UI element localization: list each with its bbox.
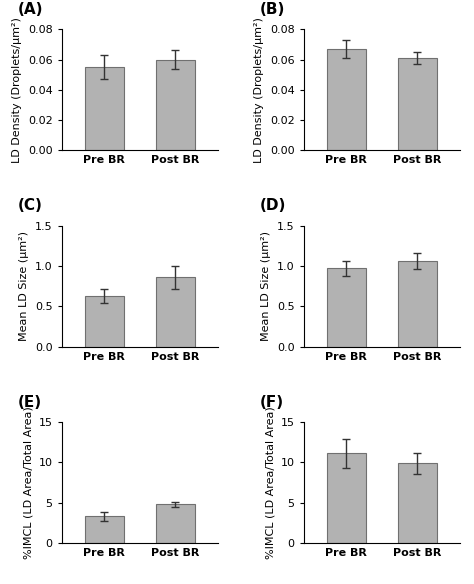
Text: (F): (F) bbox=[260, 395, 284, 410]
Bar bbox=[85, 296, 124, 347]
Y-axis label: Mean LD Size (μm²): Mean LD Size (μm²) bbox=[262, 231, 272, 341]
Bar bbox=[85, 67, 124, 151]
Bar bbox=[398, 463, 437, 543]
Text: (D): (D) bbox=[260, 199, 286, 213]
Text: (E): (E) bbox=[18, 395, 42, 410]
Bar bbox=[327, 49, 366, 151]
Bar bbox=[398, 58, 437, 151]
Bar bbox=[327, 269, 366, 347]
Y-axis label: %IMCL (LD Area/Total Area): %IMCL (LD Area/Total Area) bbox=[23, 406, 33, 559]
Bar bbox=[85, 516, 124, 543]
Y-axis label: LD Density (Droplets/μm²): LD Density (Droplets/μm²) bbox=[255, 17, 264, 163]
Bar bbox=[155, 505, 195, 543]
Text: (C): (C) bbox=[18, 199, 43, 213]
Bar bbox=[155, 277, 195, 347]
Bar bbox=[398, 261, 437, 347]
Y-axis label: Mean LD Size (μm²): Mean LD Size (μm²) bbox=[19, 231, 29, 341]
Text: (A): (A) bbox=[18, 2, 44, 17]
Y-axis label: LD Density (Droplets/μm²): LD Density (Droplets/μm²) bbox=[12, 17, 22, 163]
Text: (B): (B) bbox=[260, 2, 285, 17]
Bar bbox=[155, 60, 195, 151]
Bar bbox=[327, 453, 366, 543]
Y-axis label: %IMCL (LD Area/Total Area): %IMCL (LD Area/Total Area) bbox=[265, 406, 275, 559]
